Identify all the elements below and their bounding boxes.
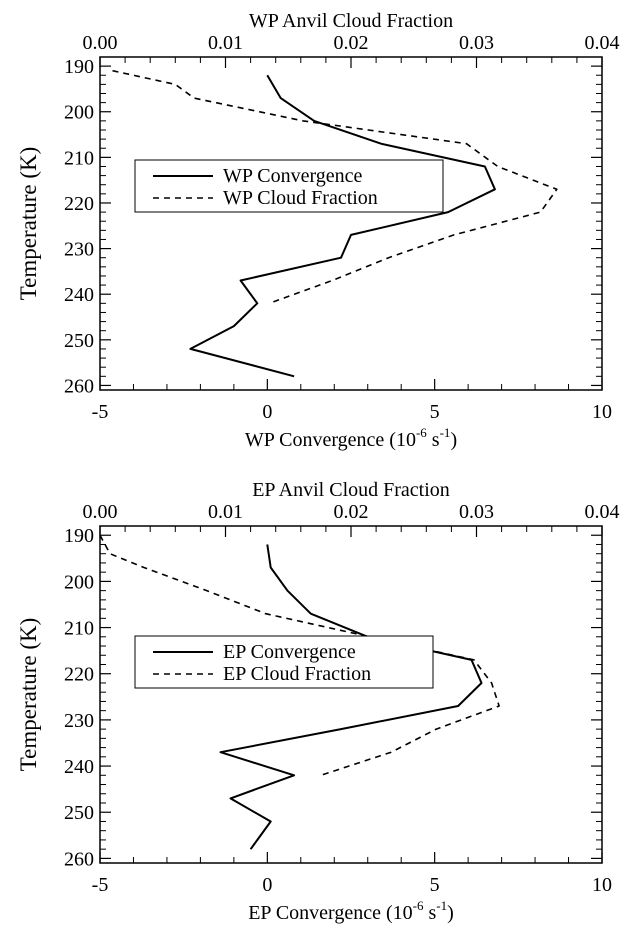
y-tick-label: 230: [64, 239, 94, 261]
plot-frame: [99, 56, 603, 391]
bottom-title-sup1: -6: [416, 425, 427, 440]
top-tick-label: 0.00: [83, 32, 118, 54]
x-tick-label: 10: [592, 874, 612, 896]
convergence-line: [189, 74, 496, 378]
y-axis-title: Temperature (K): [16, 147, 41, 301]
legend-entry-solid: WP Convergence: [223, 165, 363, 187]
y-tick-label: 260: [64, 375, 94, 397]
ticks-group: -5 0 5 10 0.00 0.01 0.02 0.03 0.04 190 200 210 220 23…: [64, 501, 620, 896]
bottom-title-end: ): [447, 902, 454, 924]
y-tick-label: 190: [64, 56, 94, 78]
bottom-axis-title: WP Convergence (10-6 s-1): [245, 425, 457, 451]
y-tick-label: 220: [64, 664, 94, 686]
top-tick-label: 0.03: [459, 32, 494, 54]
legend: WP Convergence WP Cloud Fraction: [134, 159, 444, 213]
legend: EP Convergence EP Cloud Fraction: [134, 635, 434, 689]
top-axis-title: EP Anvil Cloud Fraction: [252, 479, 450, 501]
bottom-title-sup1: -6: [413, 898, 424, 913]
bottom-title-sup2: -1: [436, 898, 447, 913]
y-axis-title: Temperature (K): [16, 618, 41, 772]
y-tick-label: 210: [64, 147, 94, 169]
bottom-title-end: ): [450, 429, 457, 451]
x-tick-label: 0: [262, 874, 272, 896]
legend-entry-solid: EP Convergence: [223, 641, 356, 663]
bottom-title-main: WP Convergence (10: [245, 429, 416, 451]
y-tick-label: 260: [64, 848, 94, 870]
series-group: [112, 69, 558, 378]
convergence-line: [219, 544, 483, 850]
top-tick-label: 0.04: [585, 32, 620, 54]
y-tick-label: 220: [64, 193, 94, 215]
y-tick-label: 210: [64, 618, 94, 640]
x-tick-label: 5: [430, 874, 440, 896]
plot-frame: [99, 525, 603, 864]
x-tick-label: 10: [592, 401, 612, 423]
legend-box: [134, 635, 434, 689]
x-tick-label: 5: [430, 401, 440, 423]
panel-wp: WP Anvil Cloud Fraction Temperature (K) …: [16, 10, 620, 451]
legend-entry-dashed: EP Cloud Fraction: [223, 663, 371, 685]
top-tick-label: 0.00: [83, 501, 118, 523]
y-tick-label: 240: [64, 756, 94, 778]
y-tick-label: 200: [64, 571, 94, 593]
panel-ep: EP Anvil Cloud Fraction Temperature (K) …: [16, 479, 620, 924]
top-tick-label: 0.04: [585, 501, 620, 523]
series-group: [99, 534, 500, 850]
bottom-title-mid: s: [427, 429, 440, 451]
top-tick-label: 0.01: [208, 501, 243, 523]
legend-entry-dashed: WP Cloud Fraction: [223, 187, 378, 209]
bottom-title-sup2: -1: [440, 425, 451, 440]
bottom-title-mid: s: [423, 902, 436, 924]
y-tick-label: 250: [64, 330, 94, 352]
ticks-group: -5 0 5 10 0.00 0.01 0.02 0.03 0.04 190 200 210 220 23…: [64, 32, 620, 423]
top-tick-label: 0.01: [208, 32, 243, 54]
bottom-axis-title: EP Convergence (10-6 s-1): [248, 898, 454, 924]
top-axis-title: WP Anvil Cloud Fraction: [249, 10, 453, 32]
cloud-fraction-line: [99, 534, 500, 777]
top-tick-label: 0.02: [334, 32, 369, 54]
y-tick-label: 240: [64, 284, 94, 306]
y-tick-label: 190: [64, 525, 94, 547]
top-tick-label: 0.03: [459, 501, 494, 523]
x-tick-label: -5: [92, 401, 109, 423]
y-tick-label: 230: [64, 710, 94, 732]
x-tick-label: -5: [92, 874, 109, 896]
cloud-fraction-line: [112, 69, 558, 305]
y-tick-label: 200: [64, 102, 94, 124]
x-tick-label: 0: [262, 401, 272, 423]
top-tick-label: 0.02: [334, 501, 369, 523]
bottom-title-main: EP Convergence (10: [248, 902, 412, 924]
y-tick-label: 250: [64, 802, 94, 824]
legend-box: [134, 159, 444, 213]
